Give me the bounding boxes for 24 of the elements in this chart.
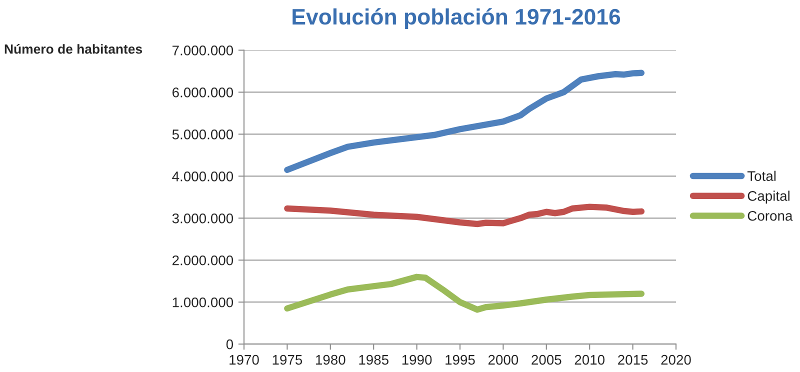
y-tick-label: 1.000.000: [172, 297, 234, 308]
x-tick-label: 1990: [402, 354, 432, 365]
y-tick-label: 2.000.000: [172, 255, 234, 266]
y-tick-label: 3.000.000: [172, 213, 234, 224]
y-tick-label: 7.000.000: [172, 46, 234, 56]
x-tick-label: 2000: [488, 354, 518, 365]
chart-title: Evolución población 1971-2016: [292, 8, 620, 30]
x-tick-label: 2005: [532, 354, 562, 365]
x-tick-label: 2015: [618, 354, 648, 365]
x-tick-label: 2020: [661, 354, 691, 365]
x-tick-label: 1985: [359, 354, 388, 365]
legend-label: Capital: [748, 190, 790, 204]
x-tick-label: 1995: [446, 354, 475, 365]
y-tick-label: 0: [226, 339, 234, 350]
y-tick-label: 4.000.000: [172, 172, 234, 182]
x-tick-label: 1975: [272, 354, 302, 365]
x-tick-label: 1970: [230, 354, 259, 365]
y-tick-label: 5.000.000: [172, 130, 234, 140]
y-tick-label: 6.000.000: [172, 88, 234, 98]
legend-label: Corona: [748, 210, 793, 221]
y-axis-title: Número de habitantes: [4, 44, 142, 54]
x-tick-label: 1980: [316, 354, 346, 365]
legend-label: Total: [747, 170, 776, 181]
x-tick-label: 2010: [574, 354, 605, 365]
